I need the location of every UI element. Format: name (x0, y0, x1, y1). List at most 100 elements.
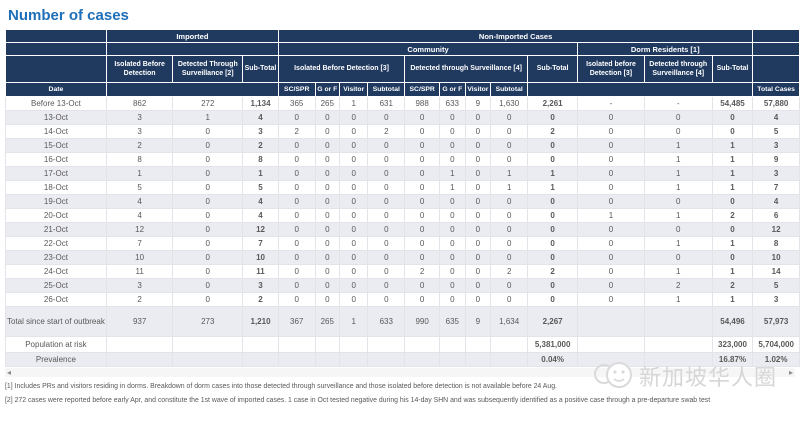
table-cell: 1 (711, 264, 754, 279)
table-cell: 1 (711, 236, 754, 251)
table-row: 16-Oct 8 0 8 0 0 0 0 0 0 0 0 0 0 1 1 9 (5, 152, 800, 167)
table-cell: 1 (711, 166, 754, 181)
table-cell (490, 352, 529, 367)
table-cell: 0 (339, 180, 369, 195)
table-cell: - (577, 96, 645, 111)
table-cell: 0 (172, 292, 244, 307)
table-cell: 0 (314, 236, 341, 251)
table-cell: 2 (277, 124, 316, 139)
table-cell: 0 (711, 250, 754, 265)
table-cell: 0 (464, 208, 492, 223)
table-cell: 0 (367, 208, 406, 223)
table-cell: 0 (367, 166, 406, 181)
table-cell: 272 (172, 96, 244, 111)
table-cell (105, 352, 174, 367)
table-cell: 0 (339, 208, 369, 223)
row-label: 20-Oct (5, 208, 107, 223)
table-cell: 9 (464, 96, 492, 111)
table-cell: - (643, 96, 713, 111)
table-cell: 0.04% (527, 352, 579, 367)
table-cell: 5,704,000 (752, 336, 800, 353)
table-cell: 14 (752, 264, 800, 279)
table-cell: 0 (439, 110, 466, 125)
row-label: 25-Oct (5, 278, 107, 293)
table-cell: 0 (277, 222, 316, 237)
scroll-right-icon[interactable]: ▸ (788, 367, 793, 377)
table-cell: 0 (339, 264, 369, 279)
table-cell: 273 (172, 306, 244, 337)
table-cell: 0 (464, 278, 492, 293)
table-cell (339, 336, 369, 353)
table-cell: 0 (643, 194, 713, 209)
table-cell: 1,134 (242, 96, 279, 111)
table-cell: 1 (242, 166, 279, 181)
header-total-spacer (752, 55, 800, 83)
table-cell: 0 (464, 166, 492, 181)
table-cell (242, 336, 279, 353)
table-cell: 633 (439, 96, 466, 111)
table-cell: 0 (490, 110, 529, 125)
scroll-left-icon[interactable]: ◂ (7, 367, 12, 377)
table-cell: 0 (439, 222, 466, 237)
table-cell: 0 (527, 110, 579, 125)
table-cell: 2 (643, 278, 713, 293)
table-cell: 1 (577, 208, 645, 223)
table-cell: 0 (339, 292, 369, 307)
table-row: 23-Oct 10 0 10 0 0 0 0 0 0 0 0 0 0 0 0 10 (5, 250, 800, 265)
table-cell: 2 (242, 138, 279, 153)
table-cell: 0 (404, 208, 441, 223)
table-cell: 1 (643, 236, 713, 251)
table-cell: 0 (172, 152, 244, 167)
table-row: Prevalence 0.04% 16.87% 1.02% (5, 352, 800, 367)
table-cell: 635 (439, 306, 466, 337)
table-cell: 0 (643, 124, 713, 139)
table-cell: 2 (404, 264, 441, 279)
table-cell: 0 (404, 110, 441, 125)
table-cell: 0 (527, 292, 579, 307)
table-cell: 54,496 (711, 306, 754, 337)
table-cell: 0 (404, 124, 441, 139)
table-cell (643, 352, 713, 367)
horizontal-scrollbar[interactable]: ◂ ▸ (5, 368, 795, 377)
table-cell (404, 352, 441, 367)
table-cell: 0 (490, 236, 529, 251)
table-cell: 1 (643, 292, 713, 307)
table-cell: 4 (752, 110, 800, 125)
table-cell: 0 (464, 138, 492, 153)
table-cell: 0 (464, 222, 492, 237)
table-cell: 0 (339, 222, 369, 237)
table-cell (367, 352, 406, 367)
table-row: 20-Oct 4 0 4 0 0 0 0 0 0 0 0 0 1 1 2 6 (5, 208, 800, 223)
table-cell: 1,634 (490, 306, 529, 337)
table-cell: 0 (527, 152, 579, 167)
table-cell: 1,210 (242, 306, 279, 337)
table-cell: 2 (490, 264, 529, 279)
row-label: 19-Oct (5, 194, 107, 209)
table-cell: 0 (490, 124, 529, 139)
table-cell (464, 352, 492, 367)
footnote-1: [1] Includes PRs and visitors residing i… (5, 383, 557, 390)
table-cell (577, 306, 645, 337)
table-cell: 0 (464, 292, 492, 307)
table-cell: 0 (527, 236, 579, 251)
table-cell: 0 (643, 250, 713, 265)
table-cell: 0 (172, 222, 244, 237)
table-cell: 7 (752, 180, 800, 195)
table-cell: 0 (277, 194, 316, 209)
table-cell: 0 (314, 124, 341, 139)
row-label: 23-Oct (5, 250, 107, 265)
table-cell: 1 (643, 166, 713, 181)
row-label: Population at risk (5, 336, 107, 353)
table-cell (577, 336, 645, 353)
table-cell: 1 (105, 166, 174, 181)
table-cell: 988 (404, 96, 441, 111)
table-cell: 0 (464, 236, 492, 251)
table-cell: 5 (105, 180, 174, 195)
table-cell: 0 (277, 278, 316, 293)
table-cell: 2 (105, 138, 174, 153)
table-cell: 2 (711, 208, 754, 223)
table-cell (314, 336, 341, 353)
table-cell: 3 (752, 138, 800, 153)
table-cell (439, 336, 466, 353)
table-row: 15-Oct 2 0 2 0 0 0 0 0 0 0 0 0 0 1 1 3 (5, 138, 800, 153)
